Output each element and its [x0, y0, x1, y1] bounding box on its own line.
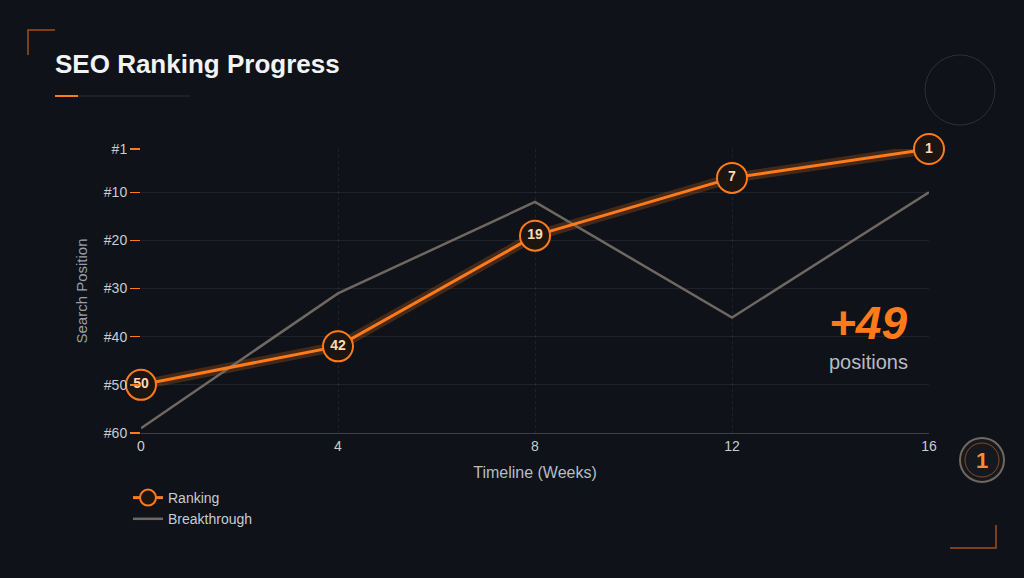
svg-text:#60: #60 [104, 425, 128, 441]
svg-text:19: 19 [527, 226, 543, 242]
svg-text:SEO Ranking Progress: SEO Ranking Progress [55, 49, 340, 79]
svg-text:0: 0 [137, 438, 145, 454]
svg-text:Search Position: Search Position [73, 238, 90, 343]
svg-text:8: 8 [531, 438, 539, 454]
svg-text:Ranking: Ranking [168, 490, 219, 506]
svg-text:#10: #10 [104, 184, 128, 200]
svg-text:#50: #50 [104, 377, 128, 393]
svg-text:16: 16 [921, 438, 937, 454]
svg-text:7: 7 [728, 168, 736, 184]
svg-text:#20: #20 [104, 232, 128, 248]
svg-text:1: 1 [925, 140, 933, 156]
svg-text:Timeline (Weeks): Timeline (Weeks) [473, 464, 597, 481]
svg-text:Breakthrough: Breakthrough [168, 511, 252, 527]
svg-text:42: 42 [330, 337, 346, 353]
svg-text:positions: positions [829, 351, 908, 373]
svg-text:4: 4 [334, 438, 342, 454]
svg-text:#30: #30 [104, 280, 128, 296]
svg-text:12: 12 [724, 438, 740, 454]
svg-text:#1: #1 [112, 141, 128, 157]
svg-text:#40: #40 [104, 329, 128, 345]
svg-text:1: 1 [976, 448, 988, 473]
svg-text:50: 50 [133, 375, 149, 391]
svg-text:+49: +49 [829, 297, 907, 349]
